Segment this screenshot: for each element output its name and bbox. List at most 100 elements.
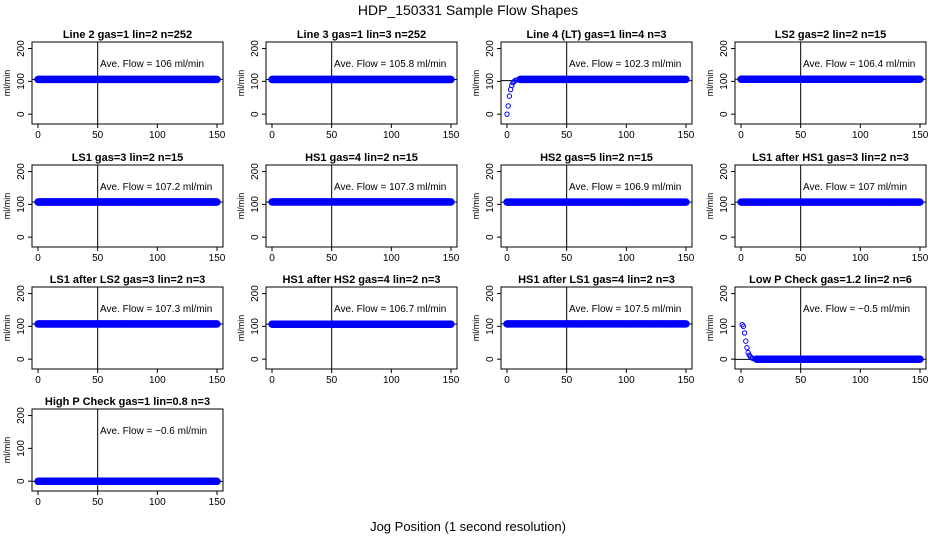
y-tick-label: 100: [485, 196, 496, 213]
y-tick-label: 100: [719, 73, 730, 90]
y-tick-label: 200: [16, 40, 27, 57]
x-tick-label: 150: [912, 130, 929, 141]
average-flow-annotation: Ave. Flow = 105.8 ml/min: [334, 59, 446, 70]
y-tick-label: 100: [485, 73, 496, 90]
y-tick-label: 0: [485, 111, 496, 117]
data-point: [741, 330, 748, 336]
plateau-points: [34, 198, 221, 206]
x-tick-label: 100: [852, 375, 869, 386]
panel-11: HS1 after LS1 gas=4 lin=2 n=3 0 50 100 150 0 1…: [471, 274, 695, 386]
plot-frame: [734, 164, 927, 248]
y-tick-label: 200: [485, 163, 496, 180]
panel-1: Line 2 gas=1 lin=2 n=252 0 50 100 150 0 100 200…: [2, 29, 226, 141]
data-point: [682, 75, 690, 84]
y-tick-label: 0: [16, 478, 27, 484]
x-tick-label: 50: [795, 253, 807, 264]
y-tick-label: 0: [16, 111, 27, 117]
data-point: [916, 355, 924, 363]
panel-title: HS2 gas=5 lin=2 n=15: [540, 152, 653, 164]
average-flow-annotation: Ave. Flow = 106.9 ml/min: [569, 182, 681, 193]
x-tick-label: 50: [561, 130, 573, 141]
average-flow-annotation: Ave. Flow = 106.4 ml/min: [803, 59, 915, 70]
plateau-points: [34, 320, 221, 328]
y-tick-label: 0: [250, 356, 261, 362]
y-axis-label: ml/min: [705, 315, 715, 342]
data-point: [743, 338, 749, 344]
plot-frame: [734, 41, 927, 125]
data-point: [504, 111, 510, 117]
x-tick-label: 150: [678, 375, 695, 386]
x-tick-label: 0: [269, 253, 275, 264]
y-tick-label: 100: [719, 318, 730, 335]
average-flow-annotation: Ave. Flow = 107.2 ml/min: [100, 182, 212, 193]
y-tick-label: 200: [250, 285, 261, 302]
x-tick-label: 50: [92, 253, 104, 264]
y-axis-label: ml/min: [2, 70, 12, 97]
data-point: [447, 198, 455, 206]
y-axis-label: ml/min: [471, 193, 481, 220]
panel-title: High P Check gas=1 lin=0.8 n=3: [45, 396, 210, 408]
x-tick-label: 50: [326, 253, 338, 264]
x-tick-label: 100: [383, 375, 400, 386]
data-point: [505, 103, 511, 109]
panel-title: Line 4 (LT) gas=1 lin=4 n=3: [526, 29, 666, 41]
y-tick-label: 200: [16, 285, 27, 302]
plateau-points: [737, 75, 924, 83]
x-tick-label: 50: [92, 497, 104, 508]
data-point: [682, 198, 690, 206]
y-tick-label: 100: [16, 196, 27, 213]
panel-title: Line 2 gas=1 lin=2 n=252: [63, 29, 192, 41]
plateau-points: [268, 198, 455, 206]
y-tick-label: 0: [719, 111, 730, 117]
x-tick-label: 100: [852, 130, 869, 141]
y-tick-label: 200: [16, 163, 27, 180]
panel-9: LS1 after LS2 gas=3 lin=2 n=3 0 50 100 150 0 1…: [2, 274, 226, 386]
x-tick-label: 150: [912, 375, 929, 386]
y-axis-label: ml/min: [2, 315, 12, 342]
panel-3: Line 4 (LT) gas=1 lin=4 n=3 0 50 100 150 0 100…: [471, 29, 695, 141]
average-flow-annotation: Ave. Flow = 107.5 ml/min: [569, 304, 681, 315]
data-point: [213, 75, 221, 84]
y-tick-label: 0: [719, 234, 730, 240]
data-point: [213, 198, 221, 206]
average-flow-annotation: Ave. Flow = 102.3 ml/min: [569, 59, 681, 70]
y-tick-label: 200: [719, 285, 730, 302]
panel-title: Line 3 gas=1 lin=3 n=252: [297, 29, 426, 41]
panel-title: LS1 after HS1 gas=3 lin=2 n=3: [752, 152, 909, 164]
x-tick-label: 150: [912, 253, 929, 264]
y-axis-label: ml/min: [236, 315, 246, 342]
y-tick-label: 200: [485, 285, 496, 302]
x-tick-label: 150: [209, 253, 226, 264]
y-tick-label: 0: [719, 356, 730, 362]
data-point: [682, 320, 690, 328]
x-tick-label: 0: [35, 497, 41, 508]
y-axis-label: ml/min: [2, 437, 12, 464]
y-tick-label: 100: [719, 196, 730, 213]
y-axis-label: ml/min: [2, 193, 12, 220]
data-point: [507, 86, 514, 93]
y-tick-label: 100: [16, 318, 27, 335]
average-flow-annotation: Ave. Flow = 107.3 ml/min: [334, 182, 446, 193]
plot-frame: [31, 164, 224, 248]
plateau-points: [516, 75, 690, 84]
x-tick-label: 0: [35, 253, 41, 264]
data-point: [447, 320, 455, 328]
x-tick-label: 50: [561, 253, 573, 264]
x-tick-label: 50: [92, 375, 104, 386]
x-tick-label: 150: [209, 497, 226, 508]
x-tick-label: 50: [326, 375, 338, 386]
x-tick-label: 0: [35, 375, 41, 386]
x-tick-label: 100: [383, 130, 400, 141]
x-tick-label: 100: [618, 130, 635, 141]
plateau-points: [268, 320, 455, 328]
x-tick-label: 0: [738, 375, 744, 386]
plot-frame: [734, 286, 927, 370]
plot-frame: [500, 286, 693, 370]
data-point: [447, 75, 455, 84]
panel-13: High P Check gas=1 lin=0.8 n=3 0 50 100 150 0…: [2, 396, 226, 508]
x-tick-label: 0: [738, 253, 744, 264]
panel-10: HS1 after HS2 gas=4 lin=2 n=3 0 50 100 150 0 1…: [236, 274, 460, 386]
x-tick-label: 100: [149, 375, 166, 386]
data-point: [506, 93, 513, 99]
